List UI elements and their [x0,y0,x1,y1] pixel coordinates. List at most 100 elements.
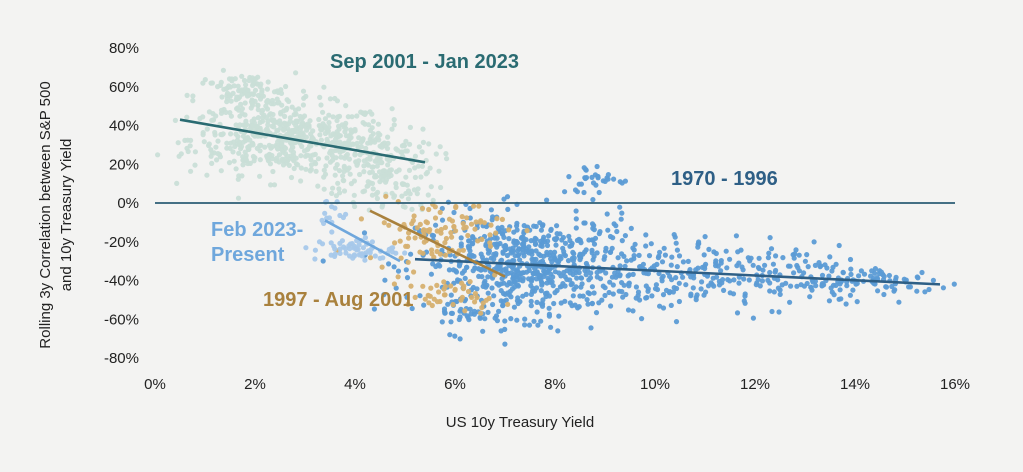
data-point [804,280,810,287]
data-point [555,328,561,334]
data-point [583,272,589,278]
data-point [438,226,444,233]
data-point [528,283,534,289]
data-point [172,117,178,123]
data-point [588,270,594,276]
data-point [302,153,309,159]
data-point [448,319,454,325]
data-point [269,144,275,150]
data-point [276,152,283,158]
data-point [622,263,628,269]
data-point [611,176,617,182]
data-point [317,94,323,100]
data-point [249,100,255,106]
data-point [321,84,327,90]
data-point [723,248,729,254]
data-point [854,280,860,286]
data-point [275,127,281,133]
data-point [358,216,364,222]
data-point [462,275,468,281]
data-point [785,263,792,269]
data-point [509,286,516,292]
data-point [389,126,395,132]
data-point [239,106,245,112]
data-point [340,173,346,179]
data-point [351,243,357,249]
data-point [424,169,430,175]
data-point [293,161,299,167]
data-point [847,256,854,263]
data-point [208,153,214,159]
data-point [702,234,708,240]
data-point [469,294,475,300]
data-point [668,302,674,308]
data-point [321,167,327,173]
data-point [368,133,374,140]
data-point [373,174,379,180]
data-point [374,163,380,169]
data-point [450,301,456,308]
data-point [240,139,246,145]
data-point [200,114,206,120]
data-point [594,250,600,256]
data-point [465,315,471,321]
data-point [486,295,492,301]
data-point [218,107,225,113]
data-point [674,247,681,253]
data-point [569,267,575,273]
data-point [399,193,405,199]
data-point [698,286,704,292]
data-point [617,179,623,185]
y-tick-label: -40% [104,273,139,290]
data-point [741,298,747,304]
data-point [570,249,576,255]
data-point [441,292,447,298]
data-point [232,143,238,150]
data-point [375,189,381,195]
data-point [233,122,239,128]
data-point [307,118,313,124]
data-point [237,113,243,119]
data-point [522,316,528,322]
data-point [293,111,299,117]
data-point [391,194,397,200]
data-point [255,74,261,80]
data-point [323,163,329,169]
data-point [452,287,458,293]
data-point [283,83,289,90]
data-point [545,238,551,244]
data-point [432,215,439,221]
data-point [837,287,843,293]
data-point [379,264,385,270]
data-point [429,251,435,257]
data-point [393,184,399,191]
data-point [312,256,318,262]
data-point [257,96,264,102]
data-point [557,231,563,237]
data-point [521,240,527,247]
data-point [590,257,596,263]
data-point [426,229,432,235]
data-point [235,105,241,111]
data-point [539,282,545,288]
data-point [585,301,591,307]
data-point [419,205,426,211]
data-point [562,283,568,289]
data-point [812,262,819,268]
data-point [528,303,534,309]
data-point [333,165,339,171]
data-point [438,184,444,191]
data-point [278,90,285,96]
data-point [369,125,375,131]
data-point [460,220,466,227]
data-point [449,310,455,316]
data-point [540,297,546,303]
data-point [643,283,649,289]
data-point [374,195,380,202]
data-point [357,152,363,158]
data-point [289,140,295,146]
data-point [270,111,276,118]
data-point [380,255,386,261]
data-point [228,131,234,137]
data-point [367,140,374,146]
